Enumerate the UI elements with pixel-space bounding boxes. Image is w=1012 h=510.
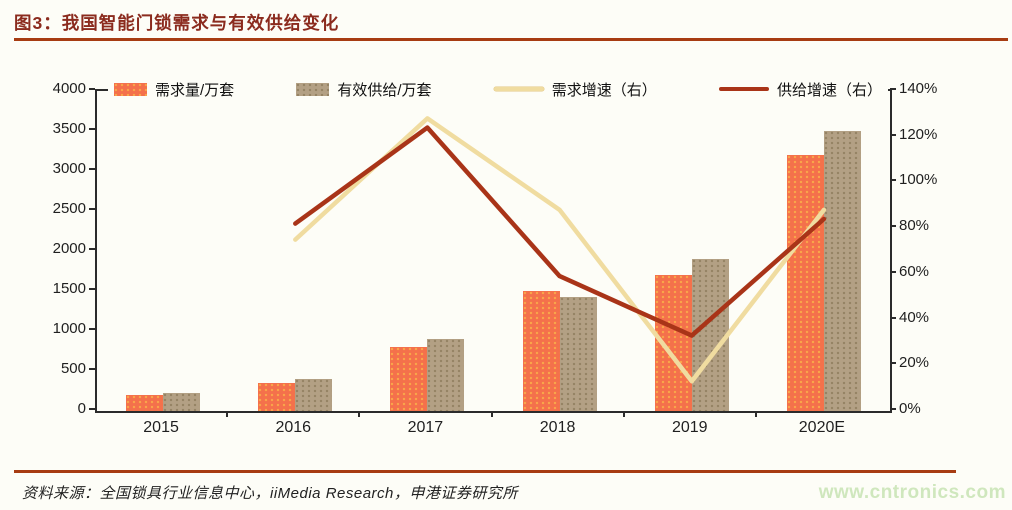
x-axis-tick <box>226 411 229 417</box>
watermark: www.cntronics.com <box>818 482 1006 503</box>
plot-frame <box>95 89 892 413</box>
legend-label-demand-growth: 需求增速（右） <box>551 81 657 99</box>
x-axis-tick <box>358 411 361 417</box>
x-axis-tick <box>490 411 493 417</box>
y-axis-left-tick <box>89 288 95 290</box>
legend-label-supply-growth: 供给增速（右） <box>776 81 882 99</box>
y-axis-right-tick-label: 60% <box>899 262 930 280</box>
y-axis-right-tick-label: 20% <box>899 354 930 372</box>
y-axis-right-tick-label: 140% <box>899 80 938 97</box>
chart-title: 图3：我国智能门锁需求与有效供给变化 <box>14 13 340 33</box>
legend-item-supply: 有效供给/万套 <box>296 79 432 100</box>
y-axis-left-tick <box>89 248 95 250</box>
title-rule <box>14 38 1008 41</box>
y-axis-right-tick <box>890 362 896 365</box>
y-axis-left-tick <box>89 368 95 370</box>
bar-supply-2018 <box>559 296 597 411</box>
bar-demand-2018 <box>522 291 560 411</box>
bar-supply-2020E <box>823 131 861 411</box>
y-axis-left-tick-label: 1500 <box>52 280 86 297</box>
demand-growth-line-swatch-icon <box>493 87 544 91</box>
x-axis-tick <box>754 411 757 417</box>
y-axis-right-tick <box>890 270 896 273</box>
demand-growth-line <box>293 116 827 384</box>
chart-legend: 需求量/万套 有效供给/万套 需求增速（右） 供给增速（右） <box>108 77 888 101</box>
y-axis-right-tick <box>890 179 896 182</box>
y-axis-right-tick <box>890 316 896 319</box>
y-axis-right-tick-label: 40% <box>899 308 930 326</box>
y-axis-right-tick <box>890 133 896 136</box>
demand-bar-swatch-icon <box>114 82 147 96</box>
y-axis-right-tick <box>890 225 896 228</box>
legend-label-supply: 有效供给/万套 <box>337 81 432 99</box>
x-axis-tick-label: 2020E <box>798 419 846 436</box>
bar-supply-2019 <box>691 259 729 411</box>
y-axis-right-tick-label: 0% <box>899 400 921 417</box>
y-axis-right-tick-label: 100% <box>899 171 938 189</box>
y-axis-left-tick-label: 2500 <box>52 200 86 217</box>
x-axis-tick <box>622 411 625 417</box>
x-axis-tick-label: 2018 <box>539 419 576 436</box>
y-axis-left-tick <box>89 88 95 90</box>
x-axis-tick-label: 2016 <box>275 419 312 436</box>
bar-supply-2016 <box>295 379 333 411</box>
plot-area <box>97 91 890 411</box>
bar-demand-2015 <box>126 395 164 411</box>
y-axis-left-tick <box>89 408 95 410</box>
x-axis-tick-label: 2017 <box>407 419 444 436</box>
y-axis-right-tick <box>890 408 896 410</box>
x-axis-tick-label: 2015 <box>143 419 179 436</box>
supply-growth-line <box>293 125 827 338</box>
y-axis-left-tick-label: 4000 <box>52 80 86 97</box>
y-axis-left-tick <box>89 168 95 170</box>
y-axis-left-tick <box>89 128 95 130</box>
bar-demand-2020E <box>786 155 824 411</box>
legend-item-demand: 需求量/万套 <box>114 79 234 100</box>
supply-bar-swatch-icon <box>296 82 330 96</box>
y-axis-left-tick-label: 0 <box>77 400 86 417</box>
bar-supply-2017 <box>427 339 465 411</box>
y-axis-right-tick-label: 80% <box>899 217 930 235</box>
y-axis-right-tick <box>890 88 896 90</box>
y-axis-right-tick-label: 120% <box>899 125 938 143</box>
legend-item-demand-growth: 需求增速（右） <box>493 79 657 100</box>
growth-lines-layer <box>293 116 827 384</box>
bar-demand-2016 <box>258 383 296 411</box>
y-axis-left-tick <box>89 328 95 330</box>
bar-demand-2017 <box>390 347 428 411</box>
bar-supply-2015 <box>163 393 201 411</box>
supply-growth-line-swatch-icon <box>718 87 769 91</box>
y-axis-left-tick-label: 2000 <box>52 240 86 257</box>
y-axis-left-tick-label: 1000 <box>52 320 86 337</box>
x-axis-tick-label: 2019 <box>671 419 708 436</box>
y-axis-left-tick-label: 3000 <box>52 160 86 177</box>
y-axis-left-tick <box>89 208 95 210</box>
y-axis-left-tick-label: 500 <box>60 360 86 377</box>
legend-label-demand: 需求量/万套 <box>155 81 235 99</box>
footer-rule <box>14 470 956 473</box>
y-axis-left-tick-label: 3500 <box>52 120 86 137</box>
legend-item-supply-growth: 供给增速（右） <box>718 79 882 100</box>
source-note: 资料来源：全国锁具行业信息中心，iiMedia Research，申港证券研究所 <box>22 485 518 502</box>
